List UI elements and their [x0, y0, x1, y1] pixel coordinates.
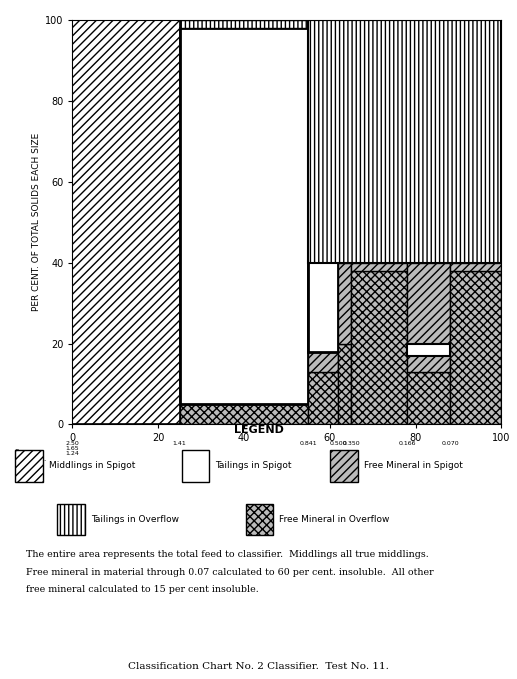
- Text: Free Mineral in Spigot: Free Mineral in Spigot: [364, 462, 463, 471]
- Bar: [246, 504, 273, 535]
- Bar: [450, 271, 501, 424]
- Text: Classification Chart No. 2 Classifier.  Test No. 11.: Classification Chart No. 2 Classifier. T…: [128, 662, 389, 671]
- Bar: [308, 372, 339, 424]
- Y-axis label: PER CENT. OF TOTAL SOLIDS EACH SIZE: PER CENT. OF TOTAL SOLIDS EACH SIZE: [32, 133, 41, 312]
- Bar: [330, 450, 358, 481]
- Bar: [352, 263, 407, 271]
- Bar: [308, 20, 501, 263]
- Bar: [57, 504, 85, 535]
- Bar: [308, 101, 339, 109]
- Bar: [407, 344, 450, 356]
- Bar: [308, 352, 339, 372]
- Bar: [180, 20, 308, 29]
- Text: The entire area represents the total feed to classifier.  Middlings all true mid: The entire area represents the total fee…: [26, 550, 429, 559]
- Text: Tailings in Overflow: Tailings in Overflow: [91, 515, 179, 524]
- Text: free mineral calculated to 15 per cent insoluble.: free mineral calculated to 15 per cent i…: [26, 585, 258, 594]
- Text: 0.841: 0.841: [299, 441, 317, 445]
- Text: 0.070: 0.070: [441, 441, 459, 445]
- Bar: [352, 271, 407, 424]
- Bar: [180, 404, 308, 424]
- Text: 0.500: 0.500: [330, 441, 347, 445]
- Bar: [72, 20, 180, 424]
- Text: Middlings in Spigot: Middlings in Spigot: [49, 462, 135, 471]
- Bar: [339, 263, 352, 344]
- Bar: [16, 450, 42, 481]
- Bar: [407, 372, 450, 424]
- Text: 0.166: 0.166: [398, 441, 416, 445]
- Text: 2.50
1.65
1.24: 2.50 1.65 1.24: [66, 441, 79, 456]
- Text: LEGEND: LEGEND: [234, 425, 283, 435]
- Bar: [308, 20, 339, 101]
- Bar: [180, 29, 308, 404]
- Text: Tailings in Spigot: Tailings in Spigot: [215, 462, 291, 471]
- Text: Free Mineral in Overflow: Free Mineral in Overflow: [279, 515, 390, 524]
- Text: 1.41: 1.41: [173, 441, 187, 445]
- Text: Free mineral in material through 0.07 calculated to 60 per cent. insoluble.  All: Free mineral in material through 0.07 ca…: [26, 568, 433, 576]
- Text: Screen
Size,mm.: Screen Size,mm.: [14, 449, 47, 462]
- Bar: [407, 263, 450, 372]
- Bar: [450, 263, 501, 271]
- Bar: [308, 109, 339, 352]
- Text: 0.350: 0.350: [342, 441, 360, 445]
- Bar: [339, 344, 352, 424]
- Bar: [181, 450, 209, 481]
